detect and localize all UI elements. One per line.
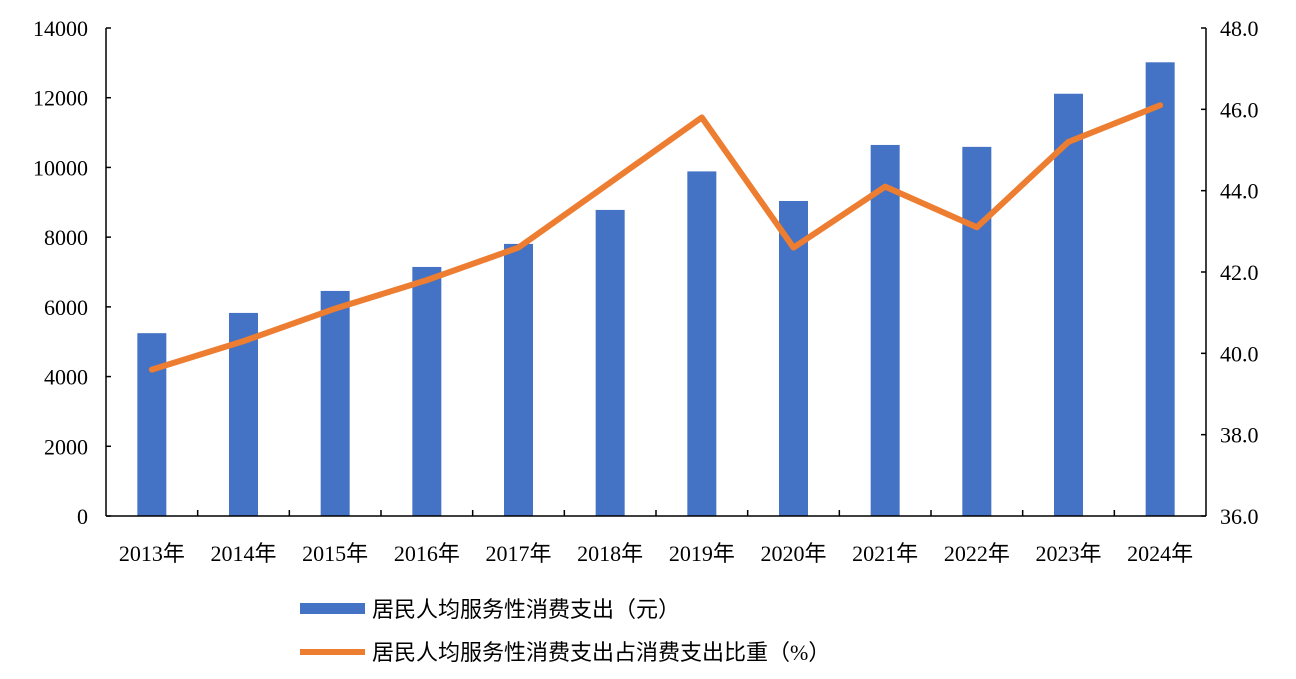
x-tick-label: 2023年 [1035, 541, 1101, 566]
right-tick-label: 42.0 [1220, 260, 1259, 285]
bar-2023年 [1054, 94, 1083, 516]
right-tick-label: 38.0 [1220, 423, 1259, 448]
left-tick-label: 10000 [33, 155, 88, 180]
left-tick-label: 4000 [44, 365, 88, 390]
left-tick-label: 12000 [33, 86, 88, 111]
legend-swatch-bar [300, 603, 365, 614]
left-tick-label: 14000 [33, 16, 88, 41]
bar-2018年 [596, 210, 625, 516]
x-tick-label: 2022年 [944, 541, 1010, 566]
x-tick-label: 2016年 [394, 541, 460, 566]
bar-2016年 [412, 267, 441, 516]
bar-2024年 [1146, 62, 1175, 516]
bar-2022年 [962, 147, 991, 516]
bar-2019年 [687, 171, 716, 516]
x-tick-label: 2013年 [119, 541, 185, 566]
right-tick-label: 44.0 [1220, 179, 1259, 204]
line-series [152, 105, 1161, 370]
right-tick-label: 46.0 [1220, 97, 1259, 122]
left-tick-label: 2000 [44, 434, 88, 459]
bar-2013年 [137, 333, 166, 516]
right-tick-label: 40.0 [1220, 341, 1259, 366]
legend-label-line: 居民人均服务性消费支出占消费支出比重（%） [372, 640, 830, 665]
bar-2021年 [871, 145, 900, 516]
x-tick-label: 2018年 [577, 541, 643, 566]
x-tick-label: 2020年 [760, 541, 826, 566]
x-tick-label: 2019年 [669, 541, 735, 566]
right-tick-label: 36.0 [1220, 504, 1259, 529]
x-tick-label: 2021年 [852, 541, 918, 566]
left-tick-label: 8000 [44, 225, 88, 250]
x-tick-label: 2015年 [302, 541, 368, 566]
line-path [152, 105, 1160, 369]
right-tick-label: 48.0 [1220, 16, 1259, 41]
legend-label-bar: 居民人均服务性消费支出（元） [372, 597, 680, 622]
bar-2017年 [504, 244, 533, 516]
left-tick-label: 6000 [44, 295, 88, 320]
x-tick-label: 2014年 [210, 541, 276, 566]
legend: 居民人均服务性消费支出（元） 居民人均服务性消费支出占消费支出比重（%） [300, 597, 830, 665]
left-tick-label: 0 [77, 504, 88, 529]
bar-series [137, 62, 1174, 516]
x-tick-label: 2017年 [485, 541, 551, 566]
bar-2015年 [321, 291, 350, 516]
x-tick-label: 2024年 [1127, 541, 1193, 566]
